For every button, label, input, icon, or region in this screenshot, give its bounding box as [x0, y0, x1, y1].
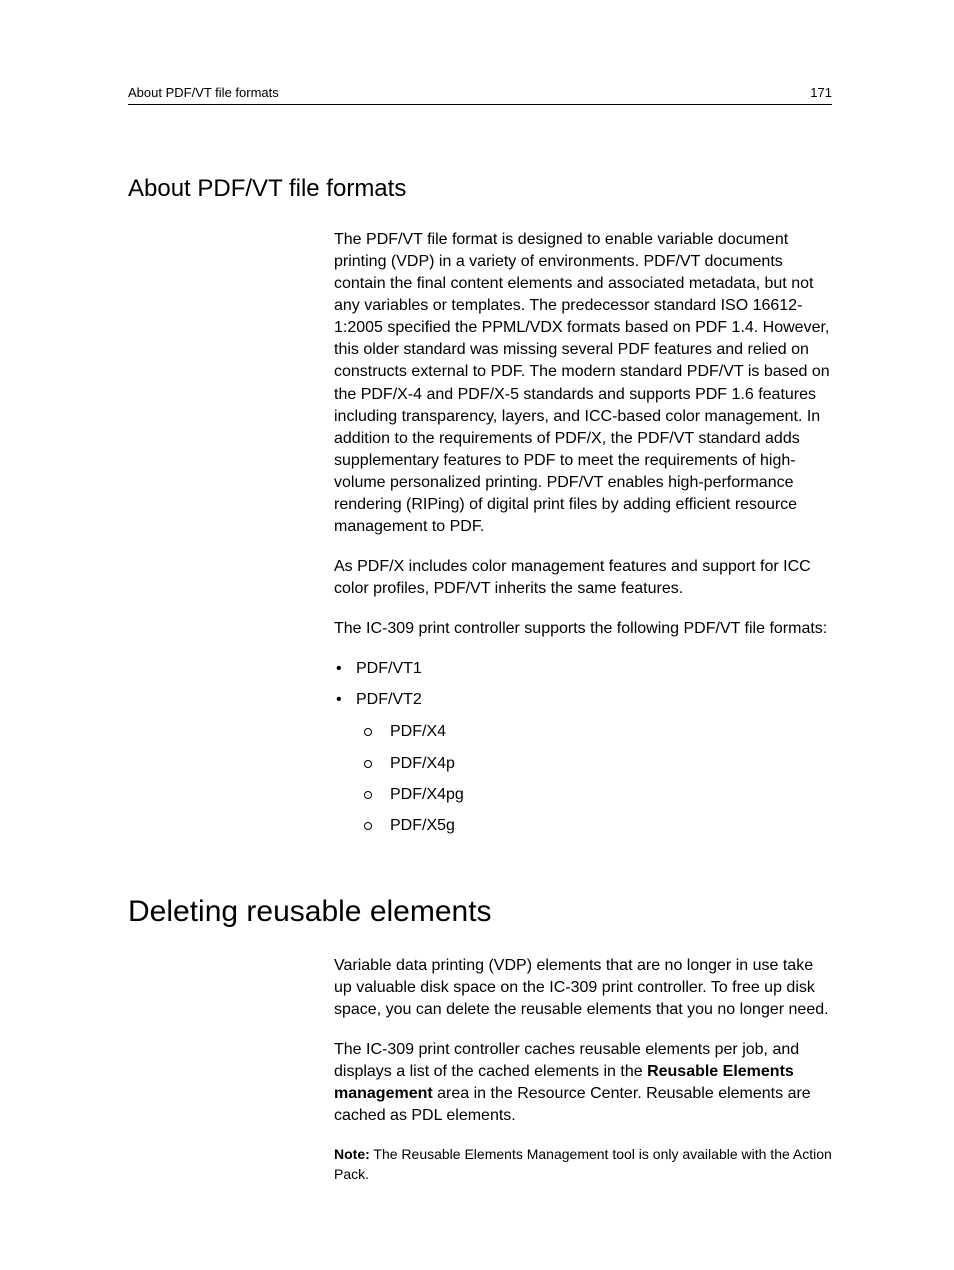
section2-paragraph-2: The IC-309 print controller caches reusa…	[334, 1039, 832, 1127]
header-page-number: 171	[810, 85, 832, 100]
section1-body: The PDF/VT file format is designed to en…	[334, 229, 832, 837]
format-list: PDF/VT1 PDF/VT2 PDF/X4 PDF/X4p PDF/X4pg …	[334, 658, 832, 836]
format-sublist: PDF/X4 PDF/X4p PDF/X4pg PDF/X5g	[356, 721, 832, 836]
section1-paragraph-3: The IC-309 print controller supports the…	[334, 618, 832, 640]
list-subitem-label: PDF/X4pg	[390, 786, 464, 803]
section2-body: Variable data printing (VDP) elements th…	[334, 955, 832, 1185]
section-heading-deleting-reusable: Deleting reusable elements	[128, 895, 832, 929]
list-item: PDF/VT1	[334, 658, 832, 680]
section2-note: Note: The Reusable Elements Management t…	[334, 1145, 832, 1184]
list-subitem: PDF/X4p	[360, 753, 832, 775]
section-heading-about-pdfvt: About PDF/VT file formats	[128, 175, 832, 203]
list-item-label: PDF/VT2	[356, 691, 422, 708]
list-item-label: PDF/VT1	[356, 660, 422, 677]
page-container: About PDF/VT file formats 171 About PDF/…	[0, 0, 954, 1261]
note-text: The Reusable Elements Management tool is…	[334, 1146, 832, 1182]
list-subitem-label: PDF/X4	[390, 723, 446, 740]
list-subitem: PDF/X5g	[360, 815, 832, 837]
list-subitem-label: PDF/X4p	[390, 755, 455, 772]
list-subitem: PDF/X4	[360, 721, 832, 743]
page-header: About PDF/VT file formats 171	[128, 85, 832, 105]
section2-paragraph-1: Variable data printing (VDP) elements th…	[334, 955, 832, 1021]
list-subitem: PDF/X4pg	[360, 784, 832, 806]
section1-paragraph-2: As PDF/X includes color management featu…	[334, 556, 832, 600]
header-title: About PDF/VT file formats	[128, 85, 279, 100]
section1-paragraph-1: The PDF/VT file format is designed to en…	[334, 229, 832, 538]
list-item: PDF/VT2 PDF/X4 PDF/X4p PDF/X4pg PDF/X5g	[334, 689, 832, 836]
list-subitem-label: PDF/X5g	[390, 817, 455, 834]
note-label: Note:	[334, 1146, 370, 1162]
